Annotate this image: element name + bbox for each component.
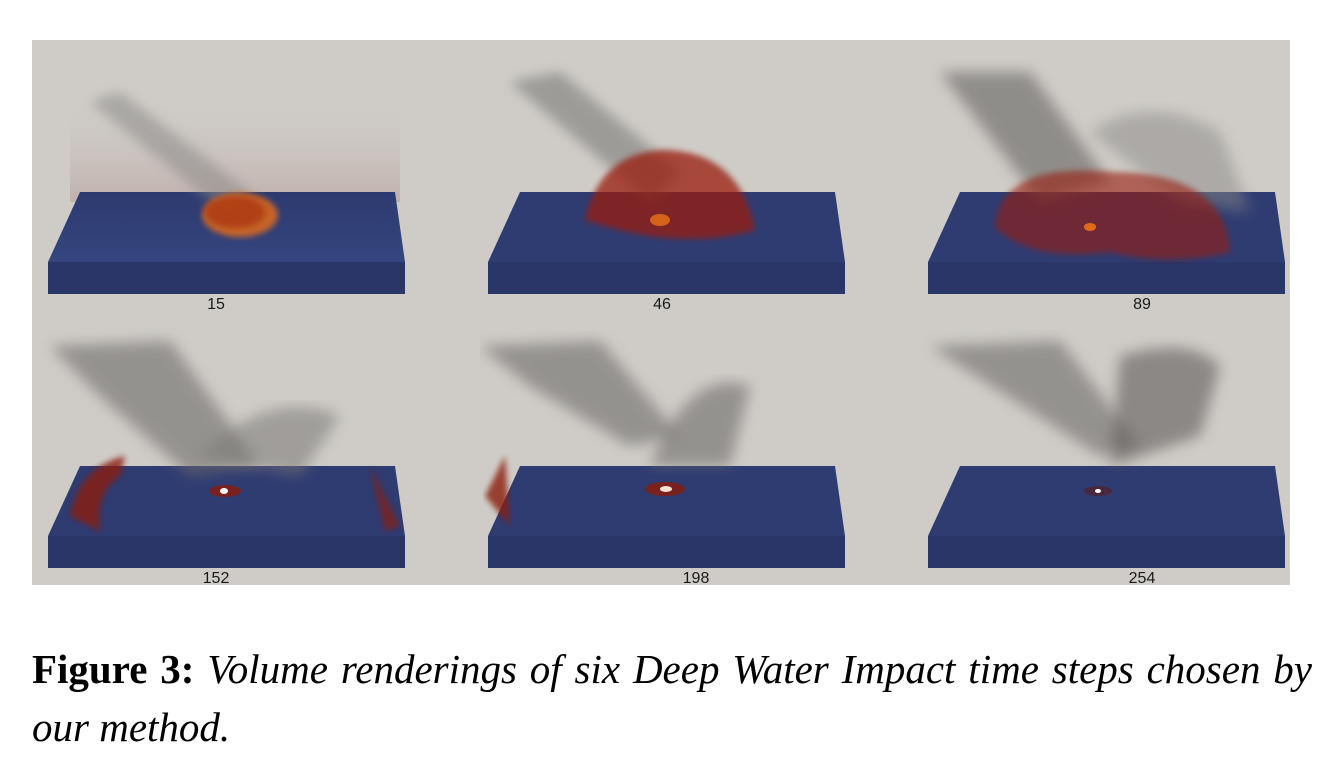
volume-rendering-panel: 89 — [920, 52, 1290, 324]
time-step-label: 46 — [653, 296, 671, 313]
volume-rendering-t15 — [48, 92, 405, 294]
volume-rendering-t254 — [928, 341, 1285, 568]
time-step-label: 198 — [682, 570, 710, 585]
caption-label: Figure 3: — [32, 646, 195, 692]
volume-rendering-panel: 152 — [40, 326, 450, 585]
figure-image-panel: 15 46 89 — [32, 40, 1290, 585]
volume-rendering-t152 — [48, 341, 405, 568]
volume-rendering-panel: 198 — [480, 326, 890, 585]
caption-text: Volume renderings of six Deep Water Impa… — [32, 646, 1312, 750]
time-step-label: 89 — [1133, 296, 1151, 313]
volume-rendering-panel: 46 — [480, 52, 890, 324]
time-step-label: 152 — [202, 570, 230, 585]
volume-rendering-t46 — [488, 72, 845, 294]
figure-caption: Figure 3: Volume renderings of six Deep … — [32, 640, 1312, 756]
volume-rendering-panel: 254 — [920, 326, 1290, 585]
volume-rendering-panel: 15 — [40, 52, 450, 324]
time-step-label: 15 — [207, 296, 225, 313]
time-step-label: 254 — [1128, 570, 1156, 585]
volume-rendering-t198 — [480, 341, 845, 568]
volume-rendering-t89 — [928, 72, 1285, 294]
